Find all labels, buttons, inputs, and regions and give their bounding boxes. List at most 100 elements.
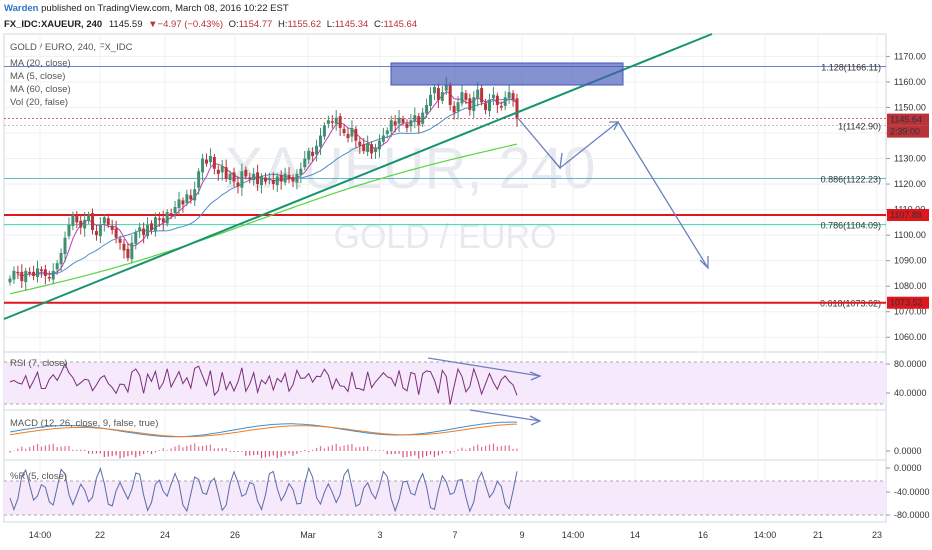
- candle-body: [39, 269, 43, 271]
- candle-body: [51, 270, 55, 280]
- candle-body: [476, 89, 480, 99]
- projection-arrow: [516, 116, 709, 269]
- down-arrow-icon: ▼: [148, 19, 157, 30]
- candle-body: [338, 116, 342, 128]
- date-tick-label: 22: [95, 530, 105, 540]
- candle-body: [252, 173, 256, 180]
- candle-body: [507, 92, 511, 99]
- watermark-symbol: XAUEUR, 240: [225, 136, 596, 201]
- candle-body: [366, 143, 370, 152]
- price-tick-label: 1160.00: [894, 77, 926, 87]
- candle-body: [487, 99, 491, 112]
- candle-body: [499, 105, 503, 108]
- candle-body: [436, 88, 440, 100]
- candle-body: [283, 173, 287, 183]
- ma5-line: [17, 91, 518, 277]
- price-tag-box: [887, 125, 929, 138]
- candle-body: [397, 117, 401, 124]
- candle-body: [248, 177, 252, 179]
- candle-body: [263, 177, 267, 182]
- candle-body: [362, 144, 366, 151]
- candle-body: [122, 243, 126, 251]
- candle-body: [20, 271, 24, 282]
- candle-body: [311, 151, 315, 156]
- candle-body: [189, 195, 193, 200]
- candle-body: [279, 174, 283, 182]
- price-tag-box: [887, 296, 929, 309]
- candle-body: [468, 98, 472, 111]
- candle-body: [326, 120, 330, 124]
- price-tag-label: 2:39:00: [890, 127, 920, 137]
- date-tick-label: 21: [813, 530, 823, 540]
- author-name[interactable]: Warden: [4, 3, 39, 14]
- wr-label[interactable]: %R (5, close): [10, 471, 67, 482]
- legend-item-ma5[interactable]: MA (5, close): [10, 71, 65, 82]
- candle-body: [350, 127, 354, 137]
- candle-body: [185, 194, 189, 203]
- candle-body: [460, 92, 464, 104]
- macd-label[interactable]: MACD (12, 26, close, 9, false, true): [10, 418, 158, 429]
- price-tick-label: 1070.00: [894, 307, 927, 317]
- candlesticks: [8, 76, 519, 291]
- macd-arrowhead: [529, 415, 542, 426]
- candle-body: [59, 252, 63, 265]
- candle-body: [330, 121, 334, 123]
- date-tick-label: Mar: [300, 530, 316, 540]
- candle-body: [413, 115, 417, 122]
- fib-level-label: 1(1142.90): [838, 122, 881, 132]
- rsi-band: [4, 362, 886, 404]
- candle-body: [197, 171, 201, 188]
- candle-body: [405, 123, 409, 128]
- candle-body: [236, 182, 240, 187]
- drawings: [3, 33, 713, 320]
- rsi-arrowhead: [529, 371, 542, 381]
- arrowhead-2: [609, 121, 620, 131]
- candle-body: [228, 173, 232, 180]
- date-tick-label: 14: [630, 530, 640, 540]
- candle-body: [511, 93, 515, 100]
- rsi-tick-label: 40.0000: [894, 388, 927, 398]
- ma60-line: [9, 143, 518, 295]
- candle-body: [24, 270, 28, 283]
- legend-item-vol[interactable]: Vol (20, false): [10, 97, 68, 108]
- candle-body: [260, 176, 264, 186]
- candle-body: [318, 135, 322, 147]
- candle-body: [91, 213, 95, 231]
- price-tag-box: [887, 209, 929, 222]
- date-tick-label: 23: [872, 530, 882, 540]
- candle-body: [94, 231, 98, 236]
- open-label: O:: [229, 19, 239, 30]
- candle-body: [220, 166, 224, 173]
- panel-frames: [3, 33, 887, 523]
- close-value: 1145.64: [383, 19, 417, 30]
- candle-body: [307, 150, 311, 160]
- candle-body: [216, 169, 220, 174]
- candle-body: [381, 135, 385, 142]
- candle-body: [16, 271, 20, 274]
- moving-averages: [9, 91, 518, 295]
- candle-body: [240, 171, 244, 188]
- rsi-label[interactable]: RSI (7, close): [10, 358, 68, 369]
- legend: GOLD / EURO, 240, FX_IDC MA (20, close) …: [10, 42, 133, 108]
- rsi-line: [9, 362, 518, 405]
- price-tick-label: 1060.00: [894, 332, 927, 342]
- wr-line: [9, 466, 518, 513]
- rsi-tick-label: 80.0000: [894, 359, 927, 369]
- candle-body: [346, 134, 350, 139]
- candle-body: [472, 97, 476, 112]
- price-tick-label: 1170.00: [894, 51, 926, 61]
- candle-body: [503, 97, 507, 106]
- candle-body: [354, 128, 358, 141]
- candle-body: [232, 172, 236, 182]
- candle-body: [146, 224, 150, 237]
- price-tick-label: 1150.00: [894, 102, 926, 112]
- header: Warden published on TradingView.com, Mar…: [4, 3, 417, 30]
- fib-level-label: 0.786(1104.09): [821, 221, 881, 231]
- candle-body: [271, 179, 275, 185]
- candle-body: [224, 167, 228, 179]
- date-tick-label: 3: [377, 530, 382, 540]
- candle-body: [98, 224, 102, 237]
- candle-body: [358, 141, 362, 146]
- candle-body: [429, 94, 433, 106]
